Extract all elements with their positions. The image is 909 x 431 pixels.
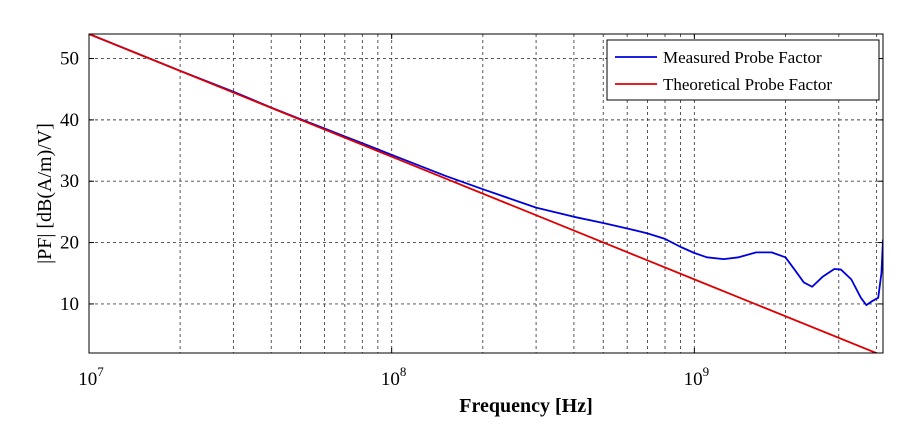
y-tick-label: 40 <box>60 110 79 131</box>
legend-label: Theoretical Probe Factor <box>663 75 832 94</box>
x-tick-label: 108 <box>381 364 407 390</box>
x-tick-label: 107 <box>78 364 104 390</box>
x-tick-label: 109 <box>684 364 710 390</box>
y-tick-label: 10 <box>60 294 79 315</box>
legend-box <box>606 39 880 101</box>
legend: Measured Probe Factor Theoretical Probe F… <box>606 39 880 101</box>
y-tick-label: 30 <box>60 171 79 192</box>
y-tick-label: 20 <box>60 233 79 254</box>
y-axis-title: |PF| [dB(A/m)/V] <box>34 123 56 264</box>
series-line-measured <box>89 34 883 307</box>
y-tick-label: 50 <box>60 49 79 70</box>
grid <box>89 34 883 353</box>
x-axis-title: Frequency [Hz] <box>459 395 593 417</box>
legend-label: Measured Probe Factor <box>663 48 822 67</box>
series-line-theoretical <box>89 34 879 353</box>
ticks: 10 20 30 40 50 107 108 109 <box>60 34 883 390</box>
axes-box <box>88 33 884 354</box>
